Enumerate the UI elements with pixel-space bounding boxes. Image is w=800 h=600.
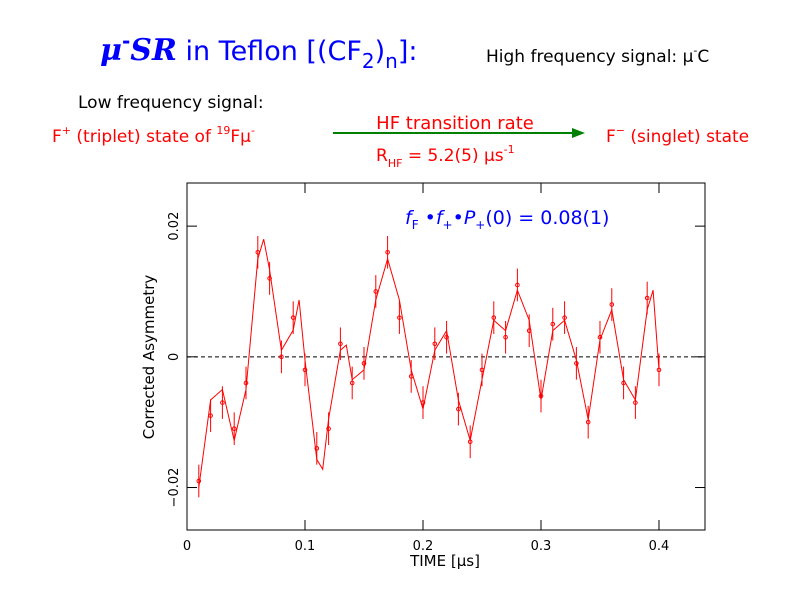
title-part: μ [100,33,122,68]
y-tick-label: −0.02 [167,468,182,508]
high-state: F− (singlet) state [606,124,749,147]
data-point [279,354,284,360]
data-point [444,334,449,340]
arrow-bottom-label: RHF = 5.2(5) μs-1 [376,143,515,170]
low-state-part: + [62,124,71,137]
x-tick-label: 0.3 [531,539,552,554]
x-tick-label: 0.2 [413,539,434,554]
data-point [220,400,225,405]
subtitle-part: High frequency signal: μ [486,47,694,67]
data-point [361,361,367,366]
y-tick-label: 0.02 [167,212,182,241]
x-tick-label: 0 [183,539,191,554]
data-point [456,406,461,412]
data-point [267,276,272,281]
fraction-part: •P [453,207,476,229]
low-label: Low frequency signal: [78,93,264,113]
fraction-part: (0) = 0.08(1) [485,207,609,229]
data-point [503,334,508,340]
slide-title: μ-SR in Teflon [(CF2)n]: [100,29,417,73]
rate-part: = 5.2(5) μs [402,146,503,166]
data-point [290,315,296,320]
data-point [349,380,355,386]
fraction-label: fF •f+•P+(0) = 0.08(1) [405,207,609,232]
high-state-part: − [616,124,625,137]
data-point [302,367,308,373]
low-state-part: F [52,127,62,147]
fraction-part: •f [419,207,446,229]
data-point [338,341,343,347]
data-point [562,315,567,320]
fraction-part: + [475,218,485,232]
rate-part: -1 [504,143,515,156]
low-state-part: Fμ [230,127,251,147]
subtitle-part: - [693,44,697,57]
title-part: 2 [362,49,375,73]
subtitle-part: C [697,47,709,67]
low-state-part: - [251,124,255,137]
low-state-part: 19 [216,124,230,137]
title-part: ) [375,36,386,67]
high-state-part: (singlet) state [625,127,749,147]
data-point [385,249,390,255]
fraction-part: F [412,218,419,232]
title-part: ]: [398,36,418,67]
high-state-part: F [606,127,616,147]
y-axis-label: Corrected Asymmetry [140,275,158,440]
rate-part: R [376,146,388,166]
low-state-part: (triplet) state of [71,127,216,147]
title-part: SR [130,33,177,68]
data-point [585,419,591,425]
data-point [196,478,202,484]
low-state: F+ (triplet) state of 19Fμ- [52,124,255,147]
data-point [644,295,650,301]
fraction-part: f [405,207,415,229]
data-point [550,321,556,327]
data-point [609,302,615,307]
x-tick-label: 0.1 [295,539,316,554]
data-point [373,289,379,294]
title-part: n [385,49,398,73]
data-point [397,315,402,320]
fraction-part: + [443,218,453,232]
arrow-head [572,128,585,138]
y-tick-label: 0 [167,353,182,361]
x-tick-label: 0.4 [649,539,670,554]
data-point [491,315,497,320]
subtitle: High frequency signal: μ-C [486,44,709,67]
arrow-top-label: HF transition rate [376,113,534,134]
data-point [515,282,520,288]
rate-part: HF [388,157,403,170]
fit-line [198,239,660,488]
title-part: - [122,29,130,53]
data-point [231,426,237,432]
title-part: in Teflon [(CF [177,36,362,67]
plot-area: 0 0.1 0.2 0.3 0.4 −0.02 0 0.02 [167,183,705,554]
data-point [432,341,438,347]
data-point [326,426,331,432]
x-axis-label: TIME [μs] [409,552,480,570]
